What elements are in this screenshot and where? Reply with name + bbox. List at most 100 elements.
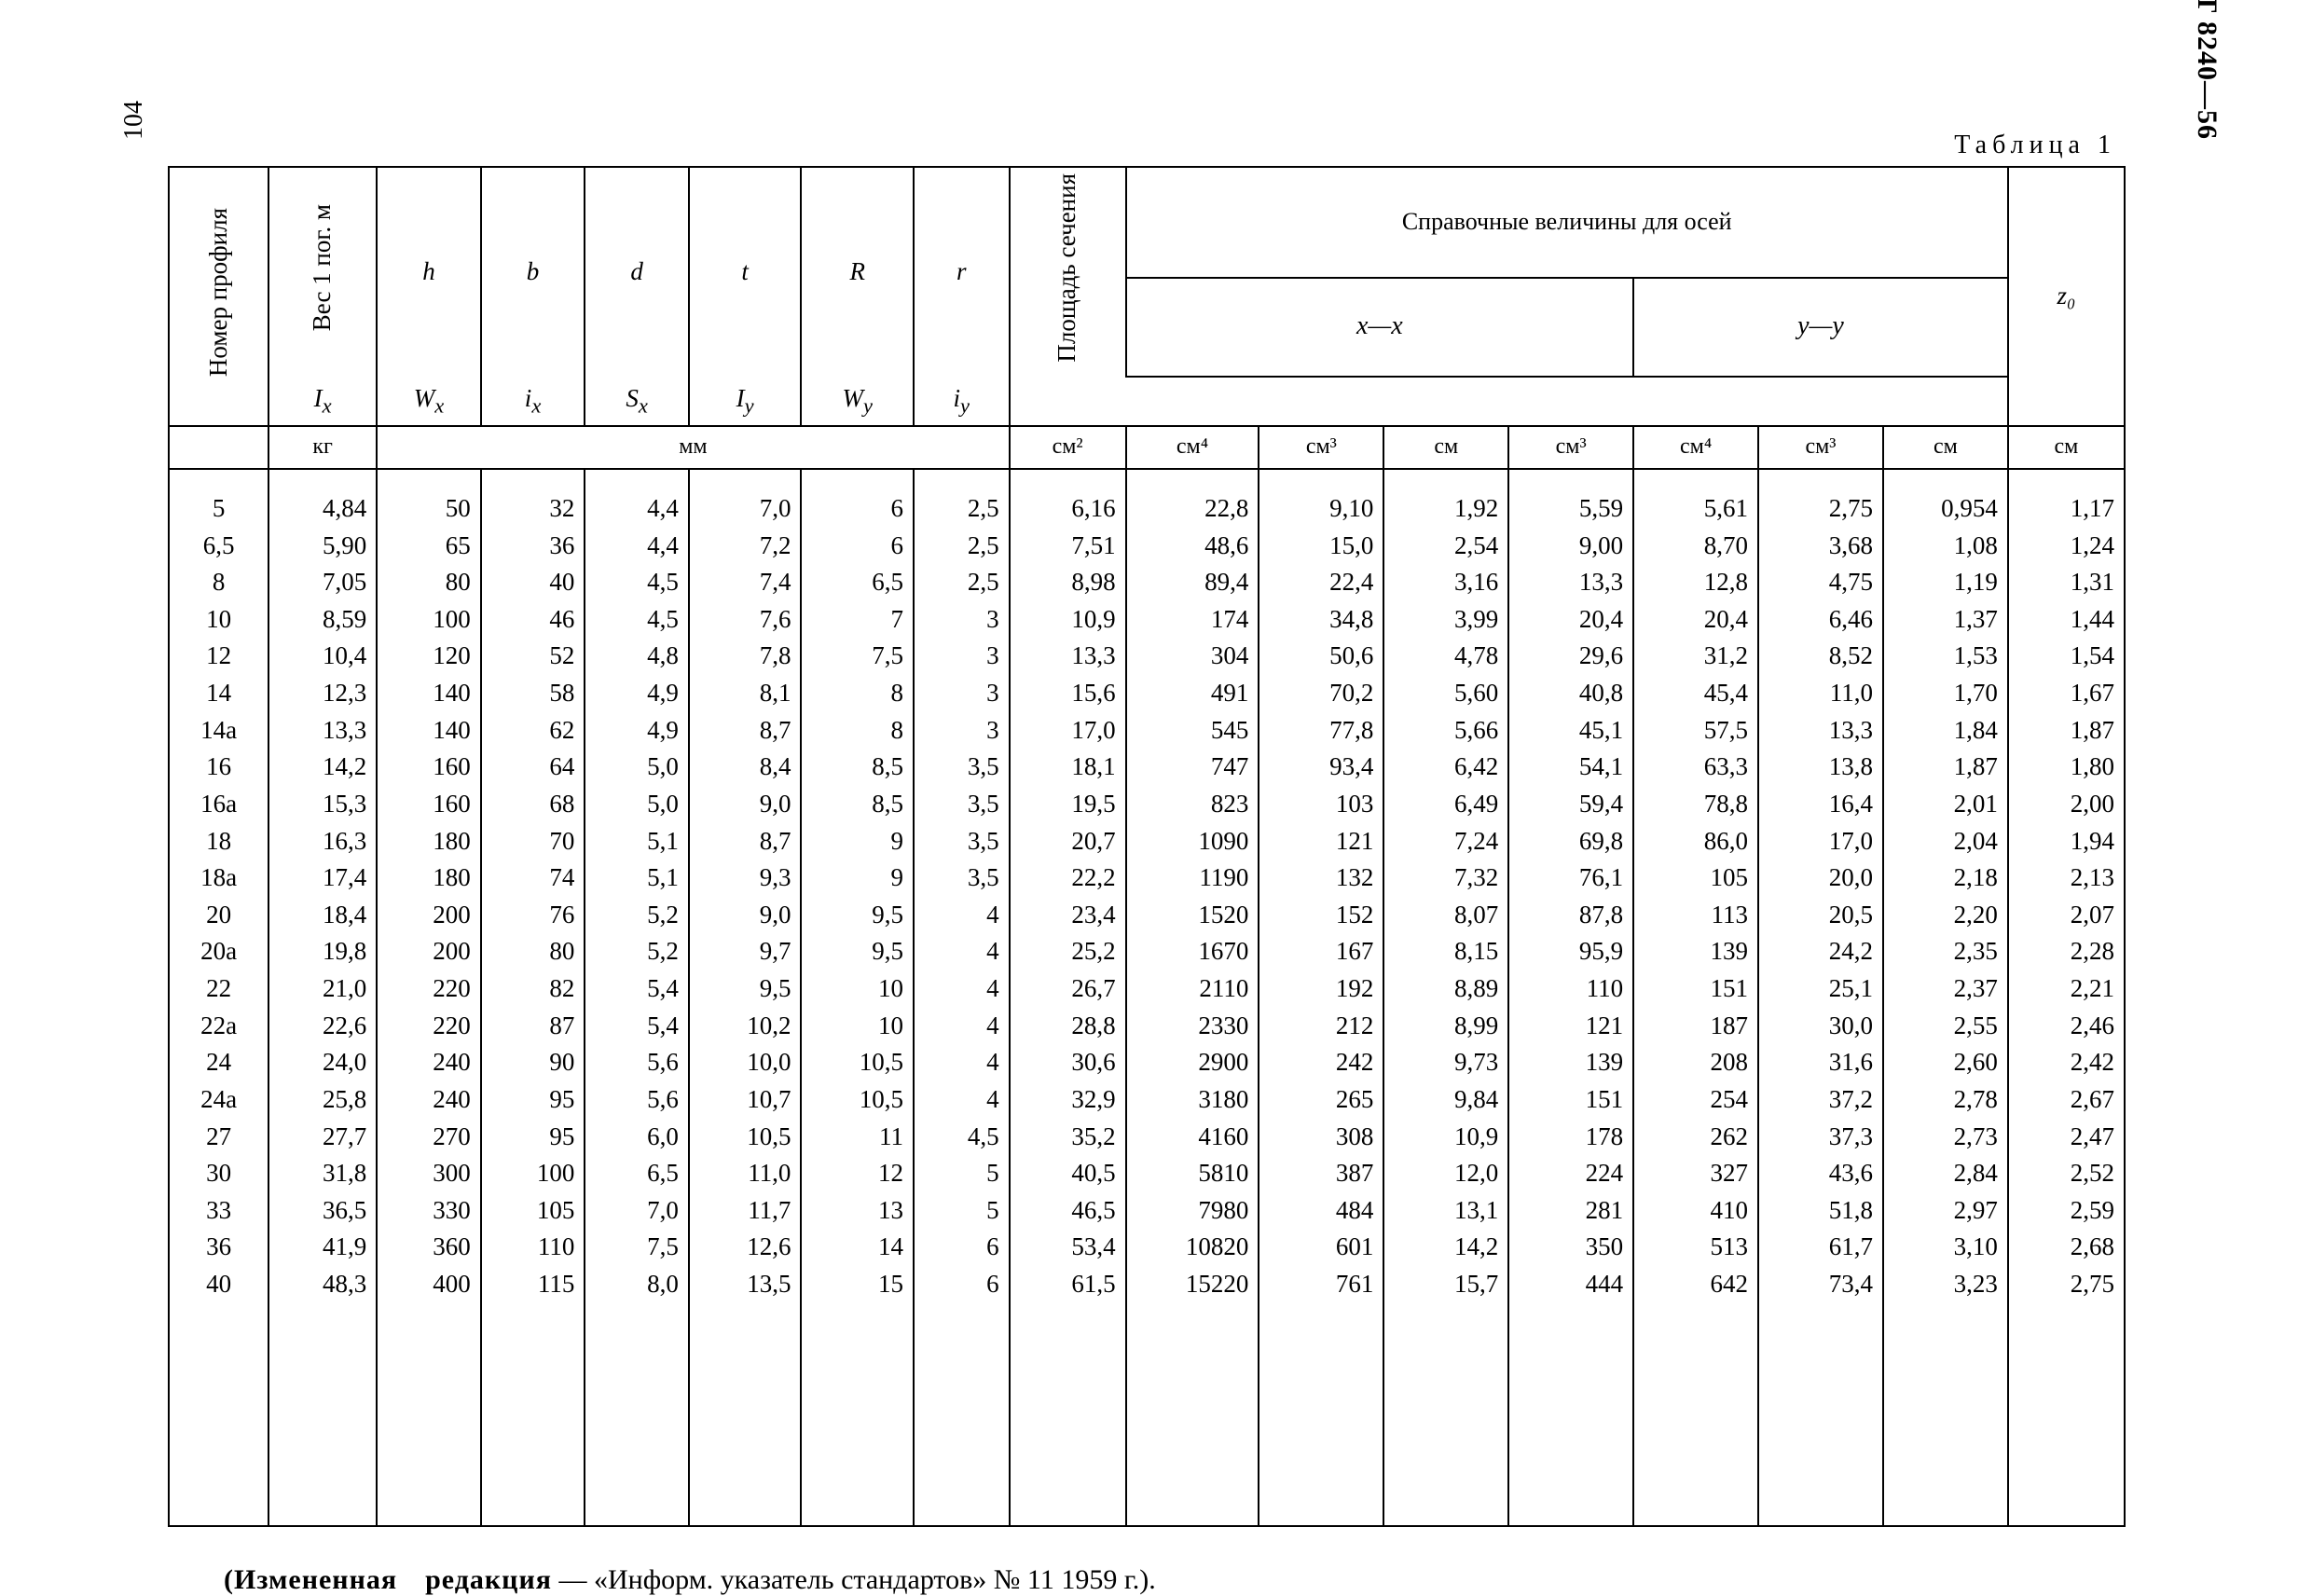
table-cell: 11,0: [689, 1155, 802, 1192]
table-cell: 7,6: [689, 601, 802, 639]
table-cell: 6,0: [585, 1119, 689, 1156]
table-cell: 220: [377, 1008, 481, 1045]
col-iy: iy: [914, 377, 1010, 426]
table-cell: 3: [914, 638, 1010, 675]
table-row: 3031,83001006,511,012540,5581038712,0224…: [169, 1155, 2125, 1192]
table-cell: 10,7: [689, 1081, 802, 1119]
table-cell: 15,7: [1383, 1266, 1508, 1526]
table-cell: 17,0: [1758, 823, 1883, 860]
table-body: 54,8450324,47,062,56,1622,89,101,925,595…: [169, 469, 2125, 1526]
table-cell: 35,2: [1010, 1119, 1126, 1156]
table-cell: 20,4: [1633, 601, 1758, 639]
table-cell: 14,2: [268, 749, 377, 786]
table-cell: 308: [1259, 1119, 1383, 1156]
table-cell: 12,6: [689, 1229, 802, 1266]
table-cell: 4: [914, 897, 1010, 934]
table-cell: 1090: [1126, 823, 1259, 860]
table-cell: 9,5: [801, 897, 914, 934]
table-cell: 61,5: [1010, 1266, 1126, 1526]
col-Sx: Sx: [585, 377, 689, 426]
table-cell: 48,6: [1126, 528, 1259, 565]
table-cell: 4: [914, 970, 1010, 1008]
page-number: 104: [119, 101, 149, 140]
unit-ix: см: [1383, 426, 1508, 469]
table-cell: 12,8: [1633, 564, 1758, 601]
table-cell: 2,59: [2008, 1192, 2125, 1230]
table-row: 1614,2160645,08,48,53,518,174793,46,4254…: [169, 749, 2125, 786]
col-Iy: Iy: [689, 377, 802, 426]
table-cell: 6,49: [1383, 786, 1508, 823]
table-cell: 73,4: [1758, 1266, 1883, 1526]
table-cell: 100: [481, 1155, 585, 1192]
table-cell: 3,68: [1758, 528, 1883, 565]
table-cell: 5,59: [1508, 469, 1633, 528]
table-row: 1816,3180705,18,793,520,710901217,2469,8…: [169, 823, 2125, 860]
table-cell: 8,89: [1383, 970, 1508, 1008]
table-cell: 8,4: [689, 749, 802, 786]
table-cell: 2,78: [1883, 1081, 2008, 1119]
table-cell: 8,07: [1383, 897, 1508, 934]
footnote-rest: — «Информ. указатель стандартов» № 11 19…: [558, 1564, 1155, 1595]
table-cell: 14: [169, 675, 268, 712]
table-cell: 1,44: [2008, 601, 2125, 639]
table-cell: 151: [1508, 1081, 1633, 1119]
table-cell: 5,6: [585, 1081, 689, 1119]
table-header: Номер профиля Вес 1 пог. м h b d t R r П…: [169, 167, 2125, 469]
table-cell: 5: [914, 1192, 1010, 1230]
table-cell: 262: [1633, 1119, 1758, 1156]
table-cell: 100: [377, 601, 481, 639]
table-cell: 10: [169, 601, 268, 639]
table-cell: 2,52: [2008, 1155, 2125, 1192]
table-cell: 1,87: [1883, 749, 2008, 786]
table-cell: 2,75: [1758, 469, 1883, 528]
table-cell: 400: [377, 1266, 481, 1526]
table-cell: 48,3: [268, 1266, 377, 1526]
footnote: (Измененная редакция — «Информ. указател…: [168, 1564, 2126, 1596]
table-cell: 178: [1508, 1119, 1633, 1156]
table-cell: 9,84: [1383, 1081, 1508, 1119]
table-cell: 1,70: [1883, 675, 2008, 712]
table-cell: 3,23: [1883, 1266, 2008, 1526]
table-cell: 4,84: [268, 469, 377, 528]
table-cell: 95: [481, 1119, 585, 1156]
table-cell: 105: [481, 1192, 585, 1230]
table-cell: 40: [169, 1266, 268, 1526]
table-cell: 265: [1259, 1081, 1383, 1119]
table-cell: 240: [377, 1081, 481, 1119]
table-cell: 121: [1259, 823, 1383, 860]
table-cell: 6,5: [801, 564, 914, 601]
table-cell: 15: [801, 1266, 914, 1526]
table-cell: 360: [377, 1229, 481, 1266]
table-cell: 3,5: [914, 749, 1010, 786]
table-cell: 57,5: [1633, 712, 1758, 750]
table-cell: 151: [1633, 970, 1758, 1008]
table-cell: 6,42: [1383, 749, 1508, 786]
col-z0: z₀: [2008, 167, 2125, 426]
table-cell: 110: [1508, 970, 1633, 1008]
table-cell: 115: [481, 1266, 585, 1526]
table-cell: 3,5: [914, 823, 1010, 860]
table-cell: 16,4: [1758, 786, 1883, 823]
table-cell: 24: [169, 1044, 268, 1081]
document-page: 104 ГОСТ 8240—56 Таблица 1 Номер профиля…: [0, 0, 2312, 1585]
table-cell: 1,84: [1883, 712, 2008, 750]
table-cell: 13,3: [268, 712, 377, 750]
table-cell: 1,08: [1883, 528, 2008, 565]
table-cell: 19,8: [268, 933, 377, 970]
table-cell: 823: [1126, 786, 1259, 823]
table-cell: 18,4: [268, 897, 377, 934]
table-cell: 12,3: [268, 675, 377, 712]
table-cell: 24,2: [1758, 933, 1883, 970]
table-cell: 36: [481, 528, 585, 565]
col-area: Площадь сечения: [1010, 167, 1126, 377]
col-d: d: [585, 167, 689, 377]
table-cell: 139: [1508, 1044, 1633, 1081]
table-cell: 51,8: [1758, 1192, 1883, 1230]
table-cell: 7,05: [268, 564, 377, 601]
table-cell: 31,6: [1758, 1044, 1883, 1081]
table-label: Таблица 1: [168, 131, 2126, 160]
table-cell: 5,4: [585, 970, 689, 1008]
table-cell: 5,66: [1383, 712, 1508, 750]
table-cell: 40,8: [1508, 675, 1633, 712]
table-cell: 1,19: [1883, 564, 2008, 601]
